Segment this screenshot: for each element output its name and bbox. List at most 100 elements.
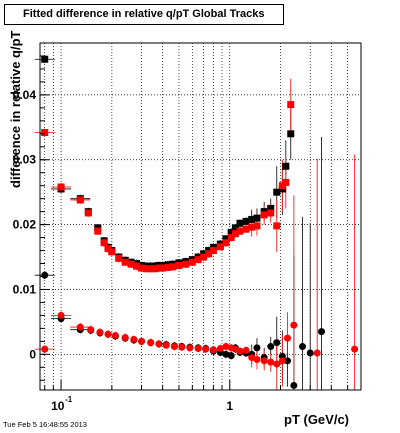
data-point-square xyxy=(142,265,150,273)
data-point-square xyxy=(104,245,112,253)
data-point-square xyxy=(236,227,244,235)
data-point-square xyxy=(41,55,49,63)
data-point-circle xyxy=(202,345,210,353)
data-point-square xyxy=(155,264,163,272)
data-point-circle xyxy=(227,352,235,360)
plot-frame xyxy=(39,42,362,391)
data-point-square xyxy=(287,101,295,109)
data-point-circle xyxy=(236,347,244,355)
data-point-square xyxy=(100,239,108,247)
data-point-square xyxy=(248,215,256,223)
data-point-circle xyxy=(162,341,170,349)
y-tick-label: 0.01 xyxy=(13,282,37,296)
data-point-square xyxy=(248,223,256,231)
data-point-square xyxy=(175,261,183,269)
data-markers xyxy=(41,55,359,389)
y-tick-label: 0 xyxy=(29,347,36,361)
data-point-circle xyxy=(194,344,202,352)
data-point-circle xyxy=(306,349,314,357)
data-point-circle xyxy=(155,340,163,348)
data-point-square xyxy=(282,178,290,186)
data-point-circle xyxy=(76,323,84,331)
data-point-square xyxy=(260,211,268,219)
data-point-circle xyxy=(273,339,281,347)
data-point-square xyxy=(159,264,167,272)
data-point-square xyxy=(273,222,281,230)
data-point-square xyxy=(253,222,261,230)
data-point-square xyxy=(227,228,235,236)
data-point-square xyxy=(84,209,92,217)
data-point-square xyxy=(231,224,239,232)
data-point-circle xyxy=(267,343,275,351)
x-tick-label: 1 xyxy=(226,399,233,413)
data-point-square xyxy=(182,260,190,268)
data-point-circle xyxy=(278,357,286,365)
data-point-circle xyxy=(111,332,119,340)
data-point-circle xyxy=(267,358,275,366)
grid-lines xyxy=(40,43,361,390)
data-point-circle xyxy=(253,344,261,352)
data-point-circle xyxy=(284,334,292,342)
data-point-circle xyxy=(121,333,129,341)
axis-ticks xyxy=(40,55,349,390)
tick-labels: 0 0.01 0.02 0.03 0.04 10 -1 1 xyxy=(13,88,234,413)
data-point-square xyxy=(169,263,177,271)
data-point-circle xyxy=(313,349,321,357)
data-point-circle xyxy=(209,346,217,354)
data-point-square xyxy=(287,130,295,138)
data-point-circle xyxy=(186,344,194,352)
data-point-square xyxy=(282,162,290,170)
data-point-square xyxy=(151,265,159,273)
data-point-circle xyxy=(104,330,112,338)
data-point-square xyxy=(216,243,224,251)
data-point-circle xyxy=(170,343,178,351)
data-point-square xyxy=(227,234,235,242)
data-point-square xyxy=(205,250,213,258)
data-point-circle xyxy=(130,335,138,343)
data-point-circle xyxy=(138,337,146,345)
data-point-square xyxy=(222,235,230,243)
x-axis-label: pT (GeV/c) xyxy=(284,412,350,427)
data-point-circle xyxy=(41,345,49,353)
data-point-square xyxy=(267,204,275,212)
chart-title: Fitted difference in relative q/pT Globa… xyxy=(4,4,284,25)
data-point-circle xyxy=(253,356,261,364)
data-point-circle xyxy=(178,343,186,351)
timestamp: Tue Feb 5 16:48:55 2013 xyxy=(3,420,87,429)
data-point-circle xyxy=(96,328,104,336)
data-point-circle xyxy=(290,321,298,329)
data-point-square xyxy=(108,248,116,256)
data-point-square xyxy=(242,225,250,233)
data-point-circle xyxy=(318,328,326,336)
y-tick-label: 0.02 xyxy=(13,218,37,232)
data-point-circle xyxy=(290,381,298,389)
data-point-square xyxy=(253,214,261,222)
data-point-square xyxy=(231,230,239,238)
data-point-square xyxy=(147,265,155,273)
error-bars xyxy=(34,55,356,390)
data-point-square xyxy=(236,219,244,227)
data-point-square xyxy=(194,256,202,264)
y-axis-label: difference in relative q/pT xyxy=(8,30,23,189)
data-point-circle xyxy=(57,311,65,319)
data-point-square xyxy=(115,254,123,262)
data-point-square xyxy=(164,263,172,271)
data-point-square xyxy=(57,183,65,191)
data-point-circle xyxy=(216,344,224,352)
data-point-square xyxy=(209,247,217,255)
data-point-circle xyxy=(41,271,49,279)
data-point-circle xyxy=(242,346,250,354)
data-point-square xyxy=(76,196,84,204)
data-point-circle xyxy=(87,326,95,334)
y-tick-label: 0.04 xyxy=(13,88,37,102)
data-point-square xyxy=(267,209,275,217)
data-point-circle xyxy=(284,357,292,365)
data-point-square xyxy=(242,217,250,225)
data-point-square xyxy=(41,129,49,137)
data-point-square xyxy=(273,188,281,196)
data-point-square xyxy=(222,239,230,247)
x-tick-label: -1 xyxy=(65,395,73,404)
data-point-circle xyxy=(147,339,155,347)
data-point-square xyxy=(94,227,102,235)
